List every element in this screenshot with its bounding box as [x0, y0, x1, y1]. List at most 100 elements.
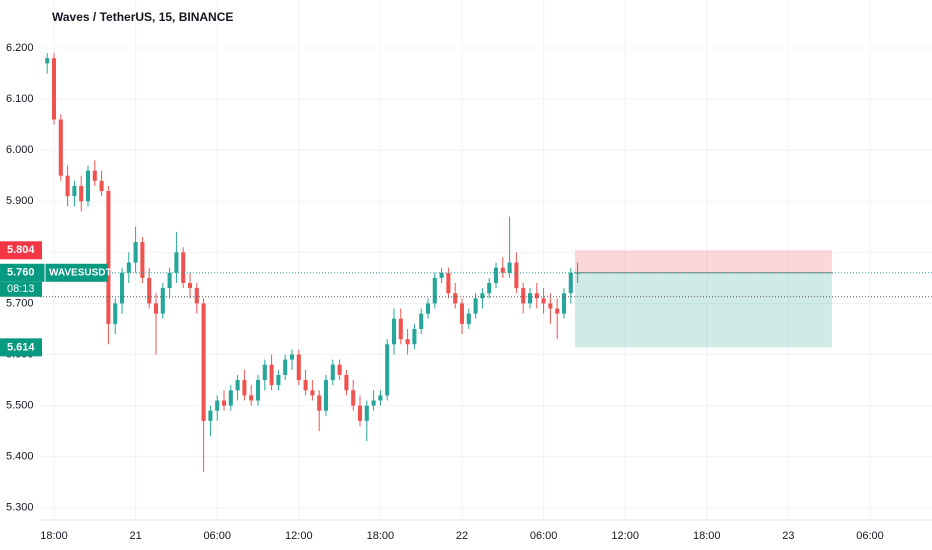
- candle-body: [364, 405, 369, 421]
- y-tick-label: 6.000: [6, 144, 34, 156]
- candle-body: [262, 364, 267, 381]
- candle-body: [187, 282, 193, 289]
- candle-body: [473, 298, 478, 314]
- candle-body: [317, 395, 322, 411]
- candle-body: [194, 288, 199, 304]
- target-tag-label: 5.614: [7, 341, 35, 353]
- candle-body: [140, 242, 145, 278]
- candle-body: [371, 400, 376, 406]
- stop-zone: [574, 250, 832, 273]
- candle-body: [45, 58, 50, 64]
- x-tick-label: 18:00: [40, 530, 68, 542]
- candle-body: [432, 277, 437, 304]
- candle-body: [357, 405, 363, 421]
- x-tick-label: 18:00: [367, 530, 395, 542]
- x-tick-label: 12:00: [285, 530, 313, 542]
- candle-body: [208, 410, 213, 421]
- candle-body: [221, 400, 227, 406]
- y-tick-label: 5.500: [6, 399, 34, 411]
- candle-body: [561, 293, 567, 314]
- candle-body: [487, 282, 492, 294]
- x-tick-label: 21: [129, 530, 141, 542]
- candle-body: [507, 262, 512, 273]
- x-tick-label: 23: [782, 530, 794, 542]
- y-tick-label: 6.100: [6, 93, 34, 105]
- candle-body: [378, 395, 383, 401]
- candle-body: [323, 380, 329, 411]
- candle-body: [310, 390, 315, 396]
- candle-body: [453, 293, 458, 304]
- candle-body: [480, 293, 485, 299]
- candle-body: [412, 328, 417, 345]
- candle-body: [51, 58, 57, 120]
- candle-body: [228, 390, 233, 406]
- x-tick-label: 22: [456, 530, 468, 542]
- stop-tag: [0, 241, 42, 260]
- x-tick-label: 06:00: [530, 530, 558, 542]
- candle-body: [106, 191, 111, 324]
- candle-body: [85, 170, 91, 202]
- candle-body: [385, 344, 390, 396]
- candle-body: [167, 272, 172, 289]
- candle-body: [153, 303, 159, 314]
- candle-body: [419, 313, 424, 329]
- candle-body: [269, 364, 274, 386]
- countdown-label: 08:13: [7, 283, 35, 295]
- candle-body: [296, 354, 301, 381]
- candle-body: [147, 277, 152, 304]
- candle-body: [201, 303, 206, 421]
- candle-body: [174, 252, 179, 273]
- candle-body: [58, 119, 63, 176]
- candle-body: [65, 175, 70, 197]
- candle-body: [344, 374, 349, 391]
- y-tick-label: 5.700: [6, 297, 34, 309]
- candle-body: [514, 262, 519, 289]
- candle-body: [242, 380, 247, 396]
- entry-tag-label: 5.760: [7, 267, 35, 279]
- candle-body: [500, 267, 505, 273]
- symbol-label: WAVESUSDT: [49, 267, 112, 278]
- candle-body: [113, 303, 118, 324]
- x-tick-label: 18:00: [693, 530, 721, 542]
- x-tick-label: 12:00: [611, 530, 639, 542]
- candle-body: [181, 252, 186, 283]
- chart-title: Waves / TetherUS, 15, BINANCE: [52, 10, 233, 24]
- candle-body: [534, 293, 539, 299]
- candle-body: [425, 303, 431, 314]
- x-tick-label: 06:00: [856, 530, 884, 542]
- stop-tag-label: 5.804: [7, 244, 35, 256]
- candle-body: [493, 267, 499, 283]
- candle-body: [160, 288, 165, 314]
- candle-body: [276, 374, 281, 386]
- candle-body: [330, 364, 335, 381]
- candle-body: [92, 170, 97, 181]
- candle-body: [72, 185, 77, 197]
- candle-body: [521, 288, 526, 304]
- candle-body: [79, 185, 84, 202]
- countdown-tag: [0, 281, 42, 297]
- candle-body: [303, 380, 308, 391]
- candle-body: [255, 380, 261, 401]
- candle-body: [289, 354, 295, 360]
- y-tick-label: 5.300: [6, 502, 34, 514]
- candle-body: [337, 364, 342, 375]
- candle-body: [119, 272, 125, 304]
- candle-body: [548, 303, 553, 309]
- candle-body: [249, 395, 254, 401]
- candle-body: [541, 298, 546, 304]
- candle-body: [439, 272, 444, 278]
- candle-body: [283, 359, 288, 375]
- target-zone: [574, 272, 832, 348]
- candle-body: [133, 242, 138, 263]
- candle-body: [446, 272, 451, 294]
- x-tick-label: 06:00: [203, 530, 231, 542]
- candle-body: [466, 313, 471, 324]
- candle-body: [398, 318, 403, 340]
- candle-body: [405, 339, 410, 345]
- y-tick-label: 5.900: [6, 195, 34, 207]
- y-tick-label: 5.400: [6, 451, 34, 463]
- candle-body: [555, 308, 560, 314]
- target-tag: [0, 338, 42, 357]
